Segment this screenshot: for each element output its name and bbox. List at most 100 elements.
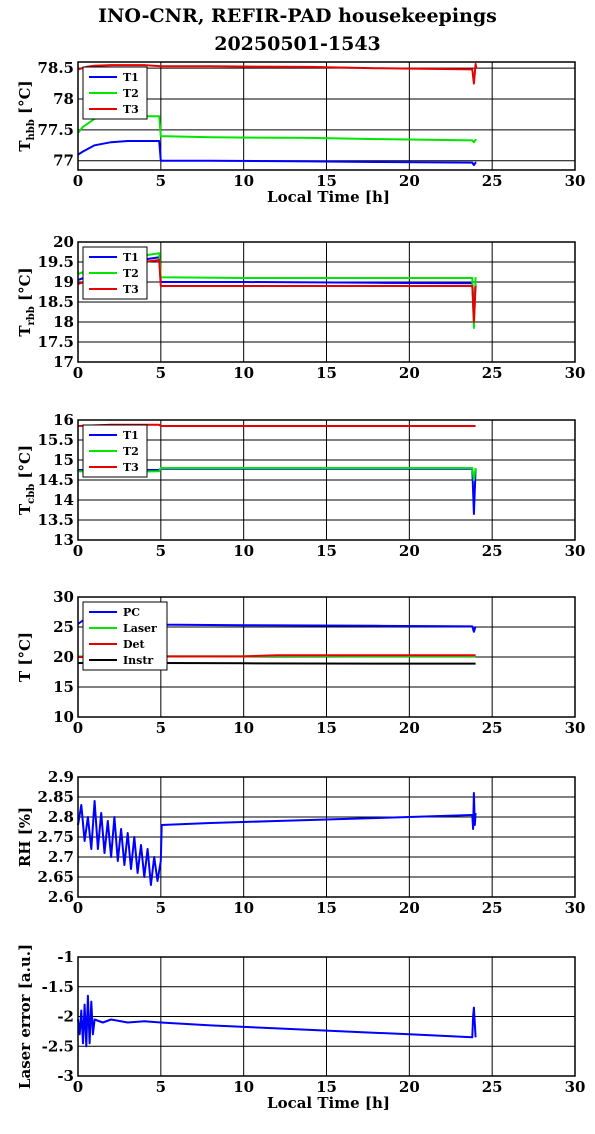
series-line-t2 [77,115,477,144]
y-label-subscript: rbb [26,306,37,325]
x-axis-label: Local Time [h] [267,1094,390,1112]
x-tick-label: 0 [73,542,83,560]
y-tick-label: 77 [53,152,74,170]
y-tick-label: 2.75 [37,828,74,846]
y-label-main: RH [%] [16,807,34,867]
axes-frame [77,241,576,363]
y-tick-label: 2.9 [48,768,74,786]
legend-label: T1 [123,71,139,84]
y-tick-label: -1 [57,948,74,966]
x-tick-label: 15 [316,542,337,560]
y-tick-label: 13 [53,531,74,549]
x-tick-label: 5 [156,542,166,560]
panel-6: 0 5 10 15 20 25 30 -3 -2.5 -2 -1.5 -1 Laser error [a… [16,944,585,1112]
y-tick-label: 78 [53,90,74,108]
y-label-unit: [°C] [16,445,34,484]
y-tick-label: 15 [53,451,74,469]
y-tick-label: -2.5 [42,1037,74,1055]
y-tick-label: 16 [53,411,74,429]
y-tick-label: 14 [53,491,74,509]
legend: PC Laser Det Instr [82,601,168,671]
y-tick-label: 18 [53,313,74,331]
panel-4: 0 5 10 15 20 25 30 10 15 20 25 30 T [°C] PC Laser Det In… [16,588,585,737]
axes-frame [77,776,576,898]
y-label-unit: [°C] [16,80,34,119]
legend: T1 T2 T3 [82,424,148,478]
x-tick-label: 20 [399,172,420,190]
x-tick-label: 0 [73,364,83,382]
legend-label: T1 [123,251,139,264]
legend-label: Instr [123,654,153,667]
legend-label: T2 [123,87,139,100]
y-tick-label: 2.7 [48,848,74,866]
x-tick-label: 15 [316,899,337,917]
y-label-main: T [16,503,34,515]
y-tick-label: 17.5 [37,333,74,351]
y-label-unit: [°C] [16,267,34,306]
x-tick-label: 20 [399,899,420,917]
y-tick-label: 14.5 [37,471,74,489]
panel-5: 0 5 10 15 20 25 30 2.6 2.65 2.7 2.75 2.8 2.85 2.9 RH [… [16,768,585,917]
series-line-t3 [77,62,478,85]
x-tick-label: 30 [565,899,586,917]
y-tick-label: 18.5 [37,293,74,311]
x-tick-label: 5 [156,899,166,917]
y-label-main: T [16,325,34,337]
y-tick-label: 77.5 [37,121,74,139]
y-tick-label: 19.5 [37,253,74,271]
series-line-rh-1 [77,792,477,886]
legend-label: Laser [123,622,157,635]
x-tick-label: 20 [399,364,420,382]
axes-frame [77,596,576,718]
y-tick-label: 25 [53,618,74,636]
y-axis-label: Trbb [°C] [16,267,37,336]
legend-label: T2 [123,445,139,458]
x-tick-label: 0 [73,1078,83,1096]
y-tick-label: 17 [53,353,74,371]
title-line-1: INO-CNR, REFIR-PAD housekeepings [98,5,497,27]
x-tick-label: 10 [233,1078,254,1096]
axes-frame [77,419,576,541]
x-tick-label: 10 [233,719,254,737]
x-tick-label: 30 [565,719,586,737]
legend-box [82,601,168,671]
y-label-subscript: hbb [26,119,37,140]
y-tick-label: 30 [53,588,74,606]
y-tick-label: -3 [57,1067,74,1085]
x-tick-label: 15 [316,1078,337,1096]
panel-3: 0 5 10 15 20 25 30 13 13.5 14 14.5 15 15.5 16 Tcbb [°C… [16,411,585,560]
figure-title: INO-CNR, REFIR-PAD housekeepings 2025050… [0,2,595,58]
legend-label: T2 [123,267,139,280]
series-line-t1 [77,140,477,167]
x-tick-label: 5 [156,172,166,190]
x-tick-label: 25 [482,542,503,560]
legend: T1 T2 T3 [82,246,148,300]
y-axis-label: Tcbb [°C] [16,445,37,515]
y-label-main: T [°C] [16,632,34,682]
x-tick-label: 15 [316,719,337,737]
y-tick-label: 15.5 [37,431,74,449]
y-tick-label: 20 [53,648,74,666]
x-tick-label: 30 [565,364,586,382]
x-tick-label: 10 [233,899,254,917]
y-tick-label: 2.6 [48,888,74,906]
y-tick-label: -2 [57,1008,74,1026]
y-tick-label: 2.8 [48,808,74,826]
y-tick-label: 2.85 [37,788,74,806]
x-tick-label: 5 [156,364,166,382]
series-line-rh-1 [77,994,477,1048]
x-tick-label: 25 [482,364,503,382]
x-tick-label: 20 [399,542,420,560]
x-tick-label: 20 [399,1078,420,1096]
y-axis-label: RH [%] [16,807,34,867]
y-tick-label: 10 [53,708,74,726]
y-label-main: T [16,140,34,152]
x-tick-label: 25 [482,719,503,737]
legend-label: T3 [123,103,139,116]
y-tick-label: -1.5 [42,978,74,996]
y-tick-label: 13.5 [37,511,74,529]
legend-label: Det [123,638,146,651]
legend-label: T3 [123,461,139,474]
y-label-subscript: cbb [26,484,37,504]
